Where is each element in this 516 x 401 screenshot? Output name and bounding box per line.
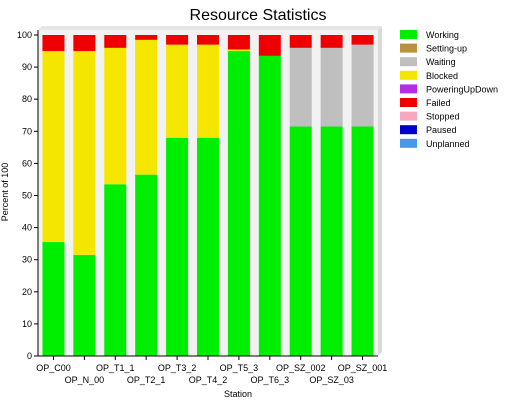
bar-segment-op-t3-2-blocked: [166, 44, 189, 138]
bar-segment-op-sz-002-working: [289, 126, 312, 356]
y-tick-label: 50: [22, 191, 32, 201]
bar-segment-op-t5-3-blocked: [227, 49, 250, 52]
bar-segment-op-sz-03-waiting: [320, 47, 343, 127]
bar-segment-op-t3-2-working: [166, 137, 189, 356]
legend-label-blocked: Blocked: [426, 71, 458, 81]
legend-label-setting-up: Setting-up: [426, 44, 467, 54]
x-tick-label-op-t2-1: OP_T2_1: [127, 375, 166, 385]
bar-segment-op-t3-2-failed: [166, 35, 189, 45]
y-axis: 0 10 20 30 40 50 60 70 80 90 100: [17, 30, 39, 361]
y-tick-label: 100: [17, 30, 32, 40]
legend-swatch-working: [400, 30, 417, 39]
bar-segment-op-t5-3-failed: [227, 35, 250, 50]
bar-segment-op-t4-2-working: [197, 137, 219, 356]
x-tick-label-op-c00: OP_C00: [36, 363, 71, 373]
bar-segment-op-c00-blocked: [42, 51, 65, 243]
plot-depth-top: [38, 26, 382, 30]
y-axis-title: Percent of 100: [0, 163, 10, 222]
bar-segment-op-sz-001-waiting: [351, 44, 374, 127]
bar-segment-op-sz-03-working: [320, 126, 343, 356]
legend-swatch-failed: [400, 98, 417, 107]
x-axis-title: Station: [224, 389, 252, 399]
y-tick-label: 20: [22, 287, 32, 297]
legend-swatch-waiting: [400, 57, 417, 67]
legend-swatch-poweringupdown: [400, 84, 417, 94]
y-tick-label: 30: [22, 255, 32, 265]
legend-label-failed: Failed: [426, 98, 451, 108]
bar-segment-op-c00-failed: [42, 35, 65, 52]
bar-segment-op-t5-3-working: [227, 51, 250, 357]
x-tick-label-op-sz-002: OP_SZ_002: [276, 363, 326, 373]
bar-segment-op-t2-1-working: [135, 174, 158, 356]
bar-segment-op-t1-1-working: [104, 184, 127, 356]
x-tick-label-op-t5-3: OP_T5_3: [220, 363, 259, 373]
legend: Working Setting-up Waiting Blocked PoweringU…: [400, 30, 498, 149]
legend-label-unplanned: Unplanned: [426, 139, 470, 149]
chart-title: Resource Statistics: [190, 7, 327, 24]
x-axis: OP_C00 OP_N_00 OP_T1_1 OP_T2_1 OP_T3_2 OP_T4_…: [36, 355, 388, 385]
x-tick-label-op-t6-3: OP_T6_3: [251, 375, 290, 385]
legend-label-stopped: Stopped: [426, 112, 460, 122]
legend-label-waiting: Waiting: [426, 57, 456, 67]
x-tick-label-op-sz-001: OP_SZ_001: [338, 363, 388, 373]
bar-segment-op-t6-3-working: [258, 55, 281, 357]
x-tick-label-op-t3-2: OP_T3_2: [158, 363, 197, 373]
x-tick-label-op-t4-2: OP_T4_2: [189, 375, 228, 385]
legend-swatch-stopped: [400, 111, 417, 121]
bar-segment-op-sz-03-failed: [320, 35, 343, 48]
x-tick-label-op-n-00: OP_N_00: [65, 375, 105, 385]
bar-segment-op-sz-002-waiting: [289, 47, 312, 127]
y-tick-label: 60: [22, 158, 32, 168]
bar-segment-op-n-00-working: [73, 254, 96, 356]
bar-segment-op-t1-1-blocked: [104, 47, 127, 185]
y-tick-label: 40: [22, 223, 32, 233]
bar-segment-op-n-00-failed: [73, 35, 96, 52]
legend-label-paused: Paused: [426, 125, 457, 135]
legend-swatch-unplanned: [400, 138, 417, 148]
bar-segment-op-sz-001-working: [351, 126, 374, 356]
legend-swatch-paused: [400, 125, 417, 135]
bars-layer: [42, 35, 374, 357]
bar-segment-op-t4-2-failed: [197, 35, 219, 45]
x-tick-label-op-t1-1: OP_T1_1: [96, 363, 135, 373]
y-tick-label: 70: [22, 126, 32, 136]
bar-segment-op-t4-2-blocked: [197, 44, 219, 138]
bar-segment-op-sz-002-failed: [289, 35, 312, 48]
legend-label-poweringupdown: PoweringUpDown: [426, 84, 498, 94]
legend-label-working: Working: [426, 30, 459, 40]
legend-swatch-blocked: [400, 70, 417, 80]
y-tick-label: 10: [22, 319, 32, 329]
x-tick-label-op-sz-03: OP_SZ_03: [309, 375, 354, 385]
bar-segment-op-n-00-blocked: [73, 51, 96, 255]
bar-segment-op-c00-working: [42, 242, 65, 356]
bar-segment-op-t2-1-failed: [135, 35, 158, 40]
plot-depth-side: [378, 26, 382, 356]
bar-segment-op-t1-1-failed: [104, 35, 127, 48]
y-tick-label: 90: [22, 62, 32, 72]
bar-segment-op-sz-001-failed: [351, 35, 374, 45]
legend-swatch-setting-up: [400, 43, 417, 53]
y-tick-label: 80: [22, 94, 32, 104]
bar-segment-op-t6-3-failed: [258, 35, 281, 56]
bar-segment-op-t2-1-blocked: [135, 39, 158, 175]
y-tick-label: 0: [27, 351, 32, 361]
